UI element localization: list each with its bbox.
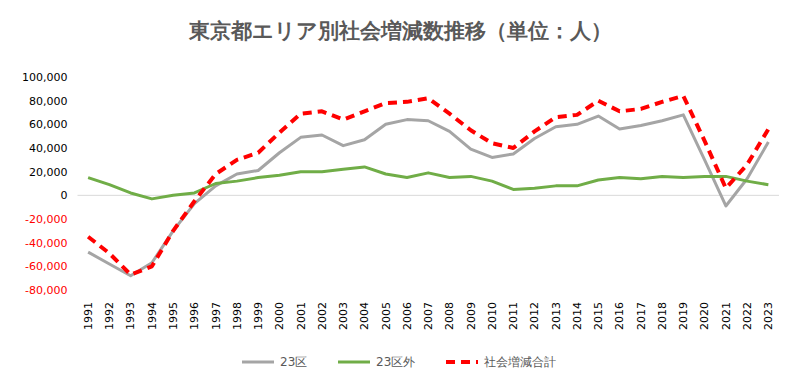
x-tick-label: 2020 [698, 302, 711, 330]
legend-swatch [242, 361, 274, 364]
x-tick-label: 2021 [720, 302, 733, 330]
legend-swatch [338, 361, 370, 364]
x-tick-label: 2019 [677, 302, 690, 330]
x-tick-label: 1997 [210, 302, 223, 330]
x-tick-label: 1995 [167, 302, 180, 330]
x-tick-label: 1992 [103, 302, 116, 330]
series-line [88, 96, 768, 275]
x-tick-label: 2012 [528, 302, 541, 330]
series-line [88, 115, 768, 276]
x-tick-label: 2017 [635, 302, 648, 330]
y-tick-label: -60,000 [25, 260, 67, 273]
x-tick-label: 2008 [443, 302, 456, 330]
x-tick-label: 2015 [592, 302, 605, 330]
series-line [88, 167, 768, 199]
x-tick-label: 2023 [762, 302, 775, 330]
x-tick-label: 1993 [124, 302, 137, 330]
x-tick-label: 2013 [550, 302, 563, 330]
x-tick-label: 2018 [656, 302, 669, 330]
x-tick-label: 2009 [465, 302, 478, 330]
chart: 東京都エリア別社会増減数推移（単位：人） 100,000 80,000 60,000 4… [0, 0, 800, 387]
y-tick-label: 60,000 [29, 118, 68, 131]
legend-label: 23区外 [376, 355, 415, 369]
y-tick-label: 80,000 [29, 95, 68, 108]
x-tick-label: 2014 [571, 302, 584, 330]
x-tick-label: 1991 [82, 302, 95, 330]
x-tick-label: 2011 [507, 302, 520, 330]
legend-label: 社会増減合計 [484, 355, 556, 369]
x-tick-label: 2007 [422, 302, 435, 330]
x-tick-label: 1999 [252, 302, 265, 330]
x-tick-label: 1998 [231, 302, 244, 330]
legend-label: 23区 [280, 355, 307, 369]
x-tick-label: 2002 [316, 302, 329, 330]
y-tick-label: -20,000 [25, 213, 67, 226]
x-tick-label: 2022 [741, 302, 754, 330]
x-tick-label: 2005 [380, 302, 393, 330]
legend-swatch [446, 360, 478, 364]
x-tick-label: 2004 [358, 302, 371, 330]
y-tick-label: -40,000 [25, 237, 67, 250]
background [0, 0, 800, 387]
y-tick-label: 100,000 [22, 71, 68, 84]
y-tick-label: 0 [61, 189, 68, 202]
x-tick-label: 2016 [613, 302, 626, 330]
y-tick-label: -80,000 [25, 284, 67, 297]
y-tick-label: 40,000 [29, 142, 68, 155]
title: 東京都エリア別社会増減数推移（単位：人） [188, 19, 612, 43]
plot-area [88, 96, 768, 276]
x-tick-label: 2010 [486, 302, 499, 330]
x-tick-label: 2001 [295, 302, 308, 330]
x-tick-label: 2003 [337, 302, 350, 330]
x-tick-label: 2000 [273, 302, 286, 330]
x-tick-label: 2006 [401, 302, 414, 330]
y-tick-label: 20,000 [29, 166, 68, 179]
x-tick-label: 1996 [188, 302, 201, 330]
x-tick-label: 1994 [146, 302, 159, 330]
